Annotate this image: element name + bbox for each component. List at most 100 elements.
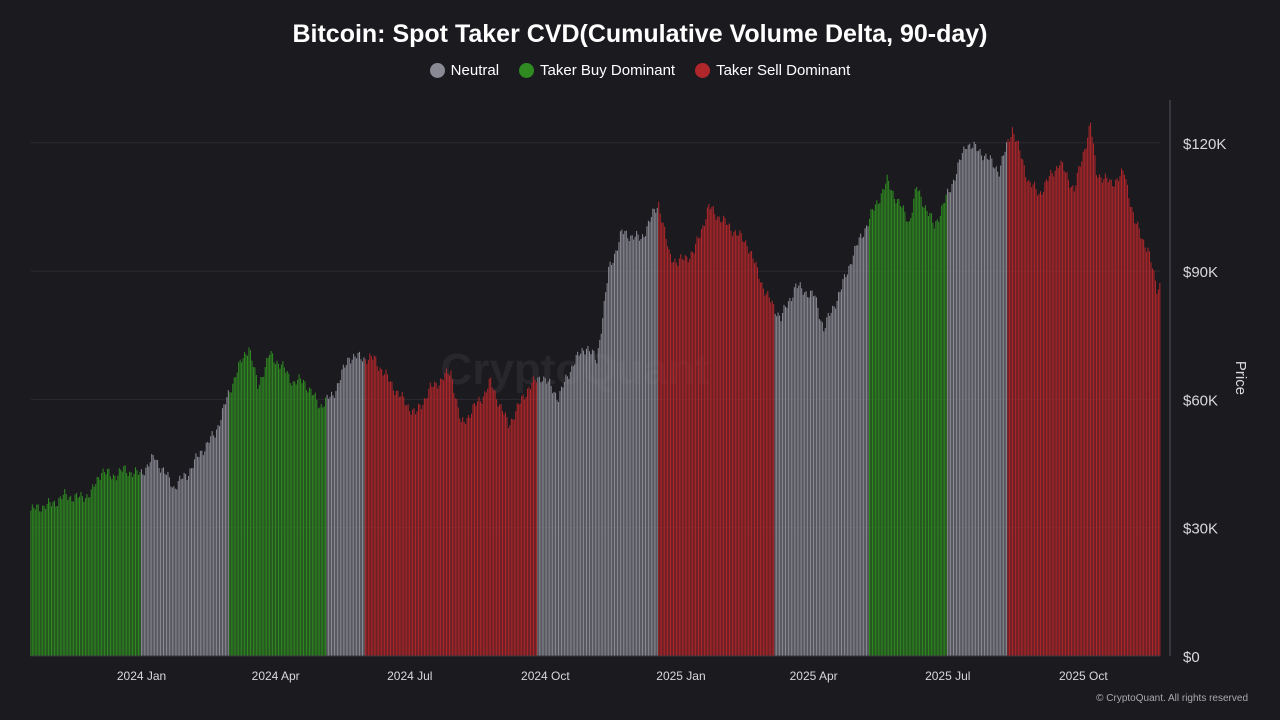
- bar-neutral: [1004, 151, 1006, 657]
- bar-taker-buy-dominant: [879, 202, 881, 656]
- bar-taker-sell-dominant: [496, 399, 498, 656]
- bar-neutral: [857, 245, 859, 656]
- bar-neutral: [585, 348, 588, 656]
- bar-taker-sell-dominant: [403, 397, 405, 656]
- bar-taker-buy-dominant: [914, 188, 916, 656]
- bar-taker-buy-dominant: [938, 221, 940, 656]
- bar-neutral: [357, 352, 359, 656]
- bar-neutral: [170, 486, 172, 656]
- bar-taker-sell-dominant: [1131, 207, 1133, 656]
- bar-taker-sell-dominant: [468, 415, 470, 656]
- bar-neutral: [858, 237, 860, 656]
- bar-taker-sell-dominant: [1157, 289, 1159, 656]
- bar-taker-buy-dominant: [65, 494, 67, 656]
- bar-taker-buy-dominant: [101, 473, 103, 656]
- bar-taker-buy-dominant: [139, 472, 141, 656]
- bar-neutral: [193, 459, 195, 656]
- x-tick-label: 2024 Oct: [521, 669, 570, 683]
- bar-taker-buy-dominant: [127, 476, 129, 656]
- bar-taker-buy-dominant: [129, 471, 131, 656]
- bar-taker-buy-dominant: [232, 383, 234, 656]
- bar-neutral: [655, 212, 657, 656]
- bar-taker-buy-dominant: [56, 505, 58, 656]
- bar-neutral: [569, 372, 571, 656]
- bar-taker-sell-dominant: [419, 404, 421, 656]
- bar-taker-buy-dominant: [924, 205, 927, 656]
- bar-taker-sell-dominant: [392, 390, 394, 656]
- bar-taker-sell-dominant: [422, 404, 424, 656]
- bar-taker-buy-dominant: [916, 187, 918, 656]
- bar-neutral: [843, 274, 845, 656]
- bar-taker-buy-dominant: [37, 504, 39, 656]
- bar-taker-buy-dominant: [325, 397, 327, 656]
- bar-neutral: [161, 468, 163, 656]
- bar-taker-buy-dominant: [246, 355, 249, 656]
- bar-taker-buy-dominant: [944, 202, 946, 656]
- bar-neutral: [565, 374, 567, 656]
- bar-taker-sell-dominant: [503, 414, 505, 656]
- bar-taker-sell-dominant: [372, 359, 374, 656]
- bar-taker-sell-dominant: [1116, 178, 1118, 656]
- bar-taker-sell-dominant: [1070, 186, 1072, 656]
- bar-taker-buy-dominant: [30, 510, 32, 656]
- bar-neutral: [820, 320, 822, 656]
- bar-neutral: [577, 351, 579, 656]
- bar-neutral: [969, 143, 971, 656]
- bar-neutral: [173, 486, 175, 656]
- bar-taker-sell-dominant: [1054, 170, 1056, 657]
- bar-neutral: [624, 231, 626, 656]
- bar-taker-sell-dominant: [665, 238, 667, 656]
- bar-taker-sell-dominant: [1110, 179, 1112, 656]
- bar-taker-buy-dominant: [50, 506, 53, 656]
- bar-neutral: [983, 155, 985, 656]
- bar-neutral: [963, 146, 965, 656]
- bar-taker-sell-dominant: [752, 258, 754, 656]
- bar-taker-sell-dominant: [1088, 125, 1090, 657]
- bar-neutral: [827, 312, 829, 656]
- bar-taker-buy-dominant: [42, 505, 44, 656]
- bar-neutral: [207, 441, 209, 656]
- bar-taker-sell-dominant: [709, 209, 711, 657]
- bar-taker-sell-dominant: [696, 236, 698, 656]
- bar-taker-sell-dominant: [761, 282, 763, 656]
- bar-taker-sell-dominant: [737, 235, 739, 657]
- bar-neutral: [995, 166, 997, 656]
- bar-taker-sell-dominant: [1081, 161, 1083, 656]
- bar-neutral: [544, 378, 546, 656]
- bar-neutral: [572, 366, 574, 656]
- bar-taker-sell-dominant: [670, 253, 672, 656]
- bar-neutral: [578, 355, 580, 656]
- bar-taker-buy-dominant: [901, 207, 903, 656]
- bar-neutral: [628, 241, 630, 656]
- bar-neutral: [192, 468, 194, 656]
- bar-taker-buy-dominant: [132, 477, 134, 656]
- bar-taker-buy-dominant: [285, 372, 287, 656]
- bar-taker-sell-dominant: [1020, 158, 1022, 657]
- bar-taker-sell-dominant: [425, 398, 427, 656]
- legend-item-taker-sell-dominant[interactable]: Taker Sell Dominant: [695, 62, 850, 79]
- bar-taker-sell-dominant: [702, 225, 704, 657]
- bar-taker-buy-dominant: [48, 498, 50, 656]
- bar-taker-sell-dominant: [1022, 159, 1024, 656]
- bar-neutral: [840, 289, 843, 656]
- bar-taker-buy-dominant: [40, 511, 42, 656]
- bar-neutral: [835, 308, 837, 656]
- bar-neutral: [331, 391, 333, 656]
- bar-neutral: [158, 467, 160, 656]
- bar-taker-sell-dominant: [668, 249, 670, 656]
- bar-taker-buy-dominant: [273, 362, 275, 656]
- bar-neutral: [618, 242, 620, 656]
- bar-taker-buy-dominant: [96, 476, 98, 656]
- legend-item-taker-buy-dominant[interactable]: Taker Buy Dominant: [519, 62, 675, 79]
- bar-taker-buy-dominant: [283, 367, 285, 656]
- bar-neutral: [594, 359, 596, 656]
- bar-neutral: [588, 351, 590, 656]
- bar-neutral: [799, 282, 801, 656]
- bar-neutral: [845, 277, 847, 656]
- bar-neutral: [863, 236, 865, 657]
- bar-taker-buy-dominant: [939, 215, 941, 656]
- legend-item-neutral[interactable]: Neutral: [429, 62, 499, 79]
- bar-neutral: [790, 301, 792, 656]
- bar-taker-buy-dominant: [236, 372, 238, 656]
- bar-taker-buy-dominant: [301, 383, 303, 656]
